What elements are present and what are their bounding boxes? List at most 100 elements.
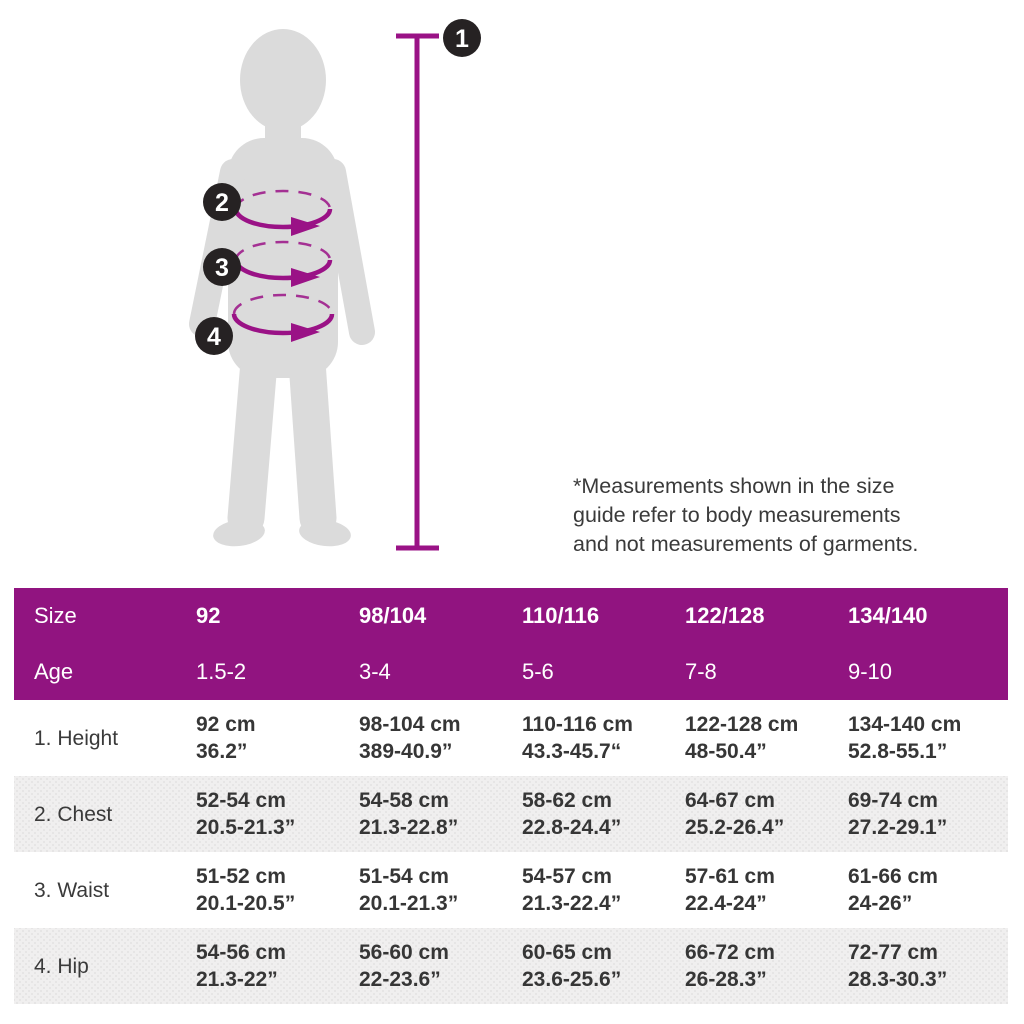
note-line: *Measurements shown in the size <box>573 474 895 498</box>
measurement-cell: 58-62 cm 22.8-24.4” <box>522 776 685 852</box>
age-value: 9-10 <box>848 659 893 684</box>
cm-value: 92 cm <box>196 713 256 736</box>
size-column-134-140: 134/140 <box>848 603 928 628</box>
inch-value: 21.3-22” <box>196 968 278 991</box>
row-label-height: 1. Height <box>34 726 119 750</box>
measurement-note: *Measurements shown in the size guide re… <box>573 472 953 559</box>
age-label: Age <box>34 659 74 684</box>
age-value: 1.5-2 <box>196 659 247 684</box>
inch-value: 27.2-29.1” <box>848 816 948 839</box>
cm-value: 56-60 cm <box>359 941 449 964</box>
cm-value: 64-67 cm <box>685 789 775 812</box>
marker-badge-chest: 2 <box>203 183 241 221</box>
body-measurement-illustration: 1 2 3 4 <box>189 19 481 551</box>
height-measure-line <box>396 33 439 551</box>
cm-value: 134-140 cm <box>848 713 962 736</box>
measurement-cell: 54-57 cm 21.3-22.4” <box>522 852 685 928</box>
measurement-cell: 54-56 cm 21.3-22” <box>196 928 359 1004</box>
inch-value: 25.2-26.4” <box>685 816 785 839</box>
measurement-cell: 72-77 cm 28.3-30.3” <box>848 928 1008 1004</box>
cm-value: 52-54 cm <box>196 789 286 812</box>
measurement-cell: 64-67 cm 25.2-26.4” <box>685 776 848 852</box>
inch-value: 22-23.6” <box>359 968 441 991</box>
measurement-cell: 122-128 cm 48-50.4” <box>685 700 848 776</box>
cm-value: 57-61 cm <box>685 865 775 888</box>
size-column-98-104: 98/104 <box>359 603 427 628</box>
row-label-hip: 4. Hip <box>34 954 89 978</box>
inch-value: 21.3-22.8” <box>359 816 459 839</box>
age-value: 7-8 <box>685 659 717 684</box>
measurement-cell: 69-74 cm 27.2-29.1” <box>848 776 1008 852</box>
svg-text:2: 2 <box>215 189 229 217</box>
cm-value: 51-54 cm <box>359 865 449 888</box>
cm-value: 66-72 cm <box>685 941 775 964</box>
table-row-chest: 2. Chest 52-54 cm 20.5-21.3” 54-58 cm 21… <box>14 776 1008 852</box>
size-column-92: 92 <box>196 603 221 628</box>
measurement-cell: 134-140 cm 52.8-55.1” <box>848 700 1008 776</box>
measurement-cell: 54-58 cm 21.3-22.8” <box>359 776 522 852</box>
measurement-cell: 110-116 cm 43.3-45.7“ <box>522 700 685 776</box>
inch-value: 28.3-30.3” <box>848 968 948 991</box>
cm-value: 54-57 cm <box>522 865 612 888</box>
inch-value: 43.3-45.7“ <box>522 740 622 763</box>
measurement-cell: 56-60 cm 22-23.6” <box>359 928 522 1004</box>
inch-value: 20.1-21.3” <box>359 892 459 915</box>
cm-value: 61-66 cm <box>848 865 938 888</box>
inch-value: 22.4-24” <box>685 892 767 915</box>
row-label-chest: 2. Chest <box>34 802 113 826</box>
measurement-cell: 51-54 cm 20.1-21.3” <box>359 852 522 928</box>
svg-text:3: 3 <box>215 254 229 282</box>
inch-value: 52.8-55.1” <box>848 740 948 763</box>
inch-value: 20.5-21.3” <box>196 816 296 839</box>
marker-badge-hip: 4 <box>195 317 233 355</box>
row-label-waist: 3. Waist <box>34 878 110 902</box>
inch-value: 24-26” <box>848 892 913 915</box>
marker-badge-waist: 3 <box>203 248 241 286</box>
inch-value: 20.1-20.5” <box>196 892 296 915</box>
table-header: Size 92 98/104 110/116 122/128 134/140 A… <box>14 588 1008 700</box>
inch-value: 23.6-25.6” <box>522 968 622 991</box>
table-row-hip: 4. Hip 54-56 cm 21.3-22” 56-60 cm 22-23.… <box>14 928 1008 1004</box>
measurement-cell: 51-52 cm 20.1-20.5” <box>196 852 359 928</box>
table-row-waist: 3. Waist 51-52 cm 20.1-20.5” 51-54 cm 20… <box>14 852 1008 928</box>
inch-value: 48-50.4” <box>685 740 767 763</box>
age-value: 5-6 <box>522 659 554 684</box>
measurement-cell: 92 cm 36.2” <box>196 700 359 776</box>
note-line: guide refer to body measurements <box>573 503 901 527</box>
size-column-122-128: 122/128 <box>685 603 765 628</box>
size-column-110-116: 110/116 <box>522 603 600 628</box>
cm-value: 98-104 cm <box>359 713 461 736</box>
svg-text:4: 4 <box>207 323 221 351</box>
measurement-cell: 52-54 cm 20.5-21.3” <box>196 776 359 852</box>
size-table: Size 92 98/104 110/116 122/128 134/140 A… <box>14 588 1008 1004</box>
inch-value: 26-28.3” <box>685 968 767 991</box>
cm-value: 69-74 cm <box>848 789 938 812</box>
age-value: 3-4 <box>359 659 391 684</box>
cm-value: 54-58 cm <box>359 789 449 812</box>
measurement-cell: 98-104 cm 389-40.9” <box>359 700 522 776</box>
cm-value: 60-65 cm <box>522 941 612 964</box>
measurement-cell: 61-66 cm 24-26” <box>848 852 1008 928</box>
inch-value: 22.8-24.4” <box>522 816 622 839</box>
measurement-cell: 57-61 cm 22.4-24” <box>685 852 848 928</box>
inch-value: 21.3-22.4” <box>522 892 622 915</box>
cm-value: 110-116 cm <box>522 713 633 736</box>
cm-value: 51-52 cm <box>196 865 286 888</box>
measurement-cell: 66-72 cm 26-28.3” <box>685 928 848 1004</box>
cm-value: 122-128 cm <box>685 713 799 736</box>
inch-value: 389-40.9” <box>359 740 453 763</box>
cm-value: 72-77 cm <box>848 941 938 964</box>
measurement-cell: 60-65 cm 23.6-25.6” <box>522 928 685 1004</box>
size-label: Size <box>34 603 77 628</box>
inch-value: 36.2” <box>196 740 248 763</box>
size-header-row: Size 92 98/104 110/116 122/128 134/140 <box>14 588 1008 644</box>
table-row-height: 1. Height 92 cm 36.2” 98-104 cm 389-40.9… <box>14 700 1008 776</box>
cm-value: 54-56 cm <box>196 941 286 964</box>
hip-measure-ellipse <box>231 293 335 342</box>
child-silhouette <box>189 29 375 547</box>
age-header-row: Age 1.5-2 3-4 5-6 7-8 9-10 <box>14 644 1008 700</box>
marker-badge-height: 1 <box>443 19 481 57</box>
svg-text:1: 1 <box>455 25 469 53</box>
cm-value: 58-62 cm <box>522 789 612 812</box>
